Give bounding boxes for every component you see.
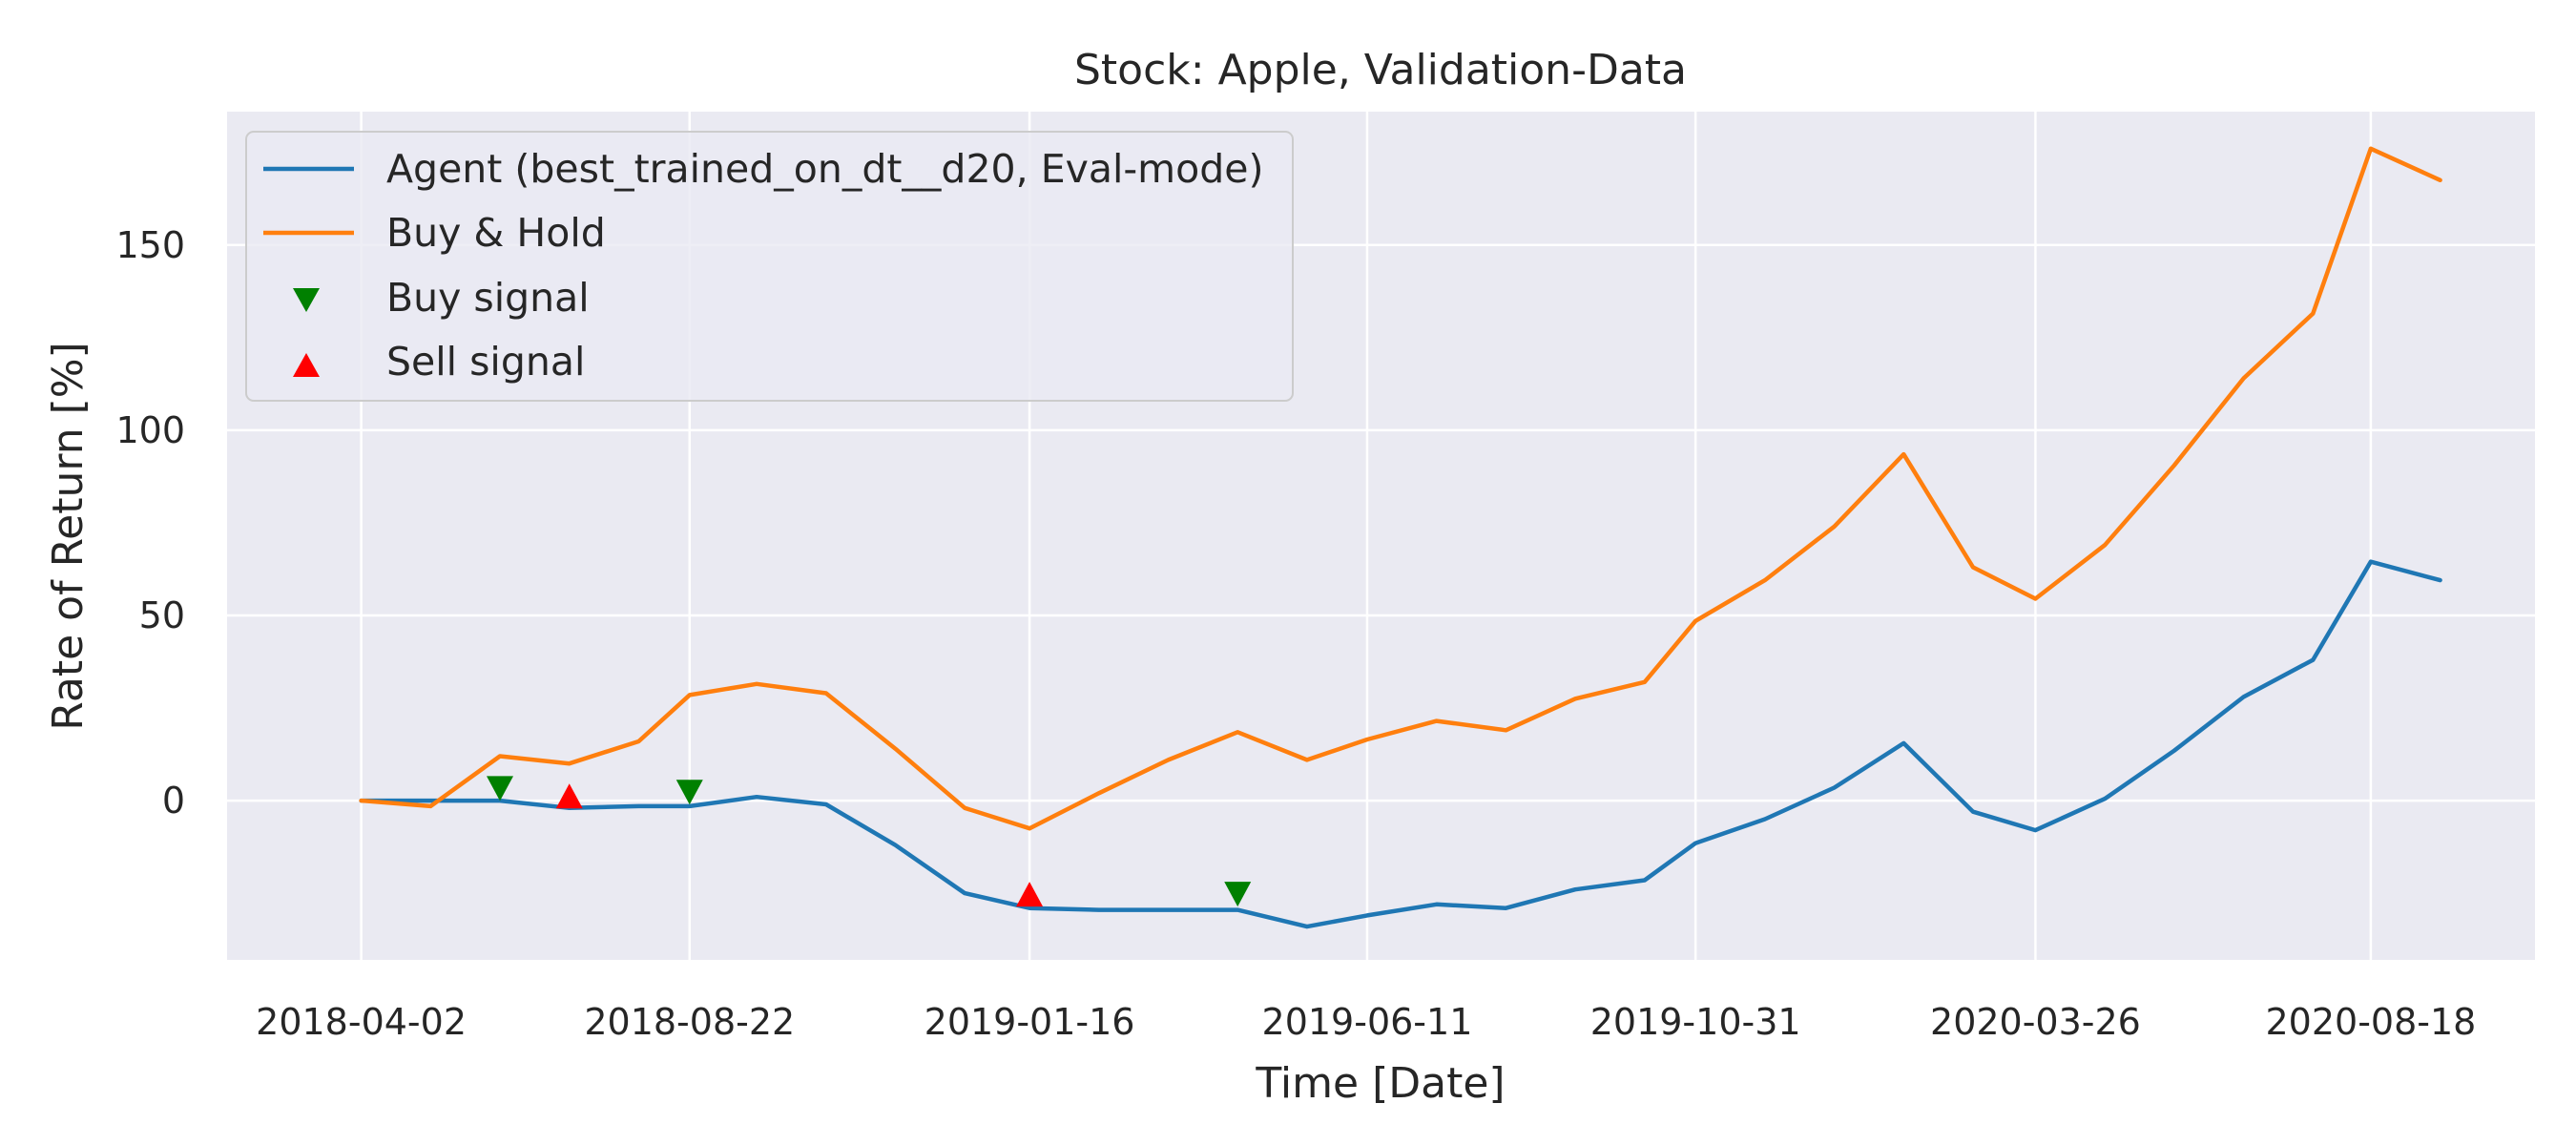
legend-buy-signal-label: Buy signal — [386, 275, 590, 321]
x-tick-label: 2018-04-02 — [256, 1001, 467, 1043]
x-tick-label: 2019-06-11 — [1262, 1001, 1473, 1043]
legend: Agent (best_trained_on_dt__d20, Eval-mod… — [245, 131, 1294, 402]
sell-signal-marker — [1016, 882, 1044, 907]
x-tick-label: 2018-08-22 — [584, 1001, 795, 1043]
x-tick-labels: 2018-04-02 2018-08-22 2019-01-16 2019-06-11… — [256, 1001, 2476, 1043]
sell-signal-marker — [555, 783, 583, 809]
legend-box — [245, 131, 1294, 402]
x-tick-label: 2020-08-18 — [2265, 1001, 2476, 1043]
series-lines — [359, 146, 2442, 929]
agent-series-line — [359, 559, 2442, 929]
y-tick-label: 100 — [115, 409, 185, 451]
signal-markers — [487, 776, 1252, 907]
y-tick-labels: 0 50 100 150 — [115, 224, 185, 822]
legend-sell-signal-marker — [293, 353, 320, 377]
legend-agent-label: Agent (best_trained_on_dt__d20, Eval-mod… — [386, 146, 1263, 192]
chart-title: Stock: Apple, Validation-Data — [1074, 46, 1687, 94]
buy-signal-marker — [675, 780, 703, 805]
y-tick-label: 0 — [162, 780, 185, 822]
y-tick-label: 150 — [115, 224, 185, 266]
y-tick-label: 50 — [139, 594, 185, 636]
x-tick-label: 2020-03-26 — [1930, 1001, 2141, 1043]
legend-buyhold-label: Buy & Hold — [386, 210, 606, 256]
legend-buy-signal-marker — [293, 288, 320, 312]
buy-hold-series-line — [359, 146, 2442, 831]
y-axis-label: Rate of Return [%] — [44, 342, 93, 730]
buy-signal-marker — [487, 776, 514, 802]
x-tick-label: 2019-10-31 — [1590, 1001, 1801, 1043]
buy-signal-marker — [1224, 882, 1252, 907]
legend-sell-signal-label: Sell signal — [386, 339, 585, 385]
x-tick-label: 2019-01-16 — [924, 1001, 1135, 1043]
x-axis-label: Time [Date] — [1255, 1059, 1505, 1108]
